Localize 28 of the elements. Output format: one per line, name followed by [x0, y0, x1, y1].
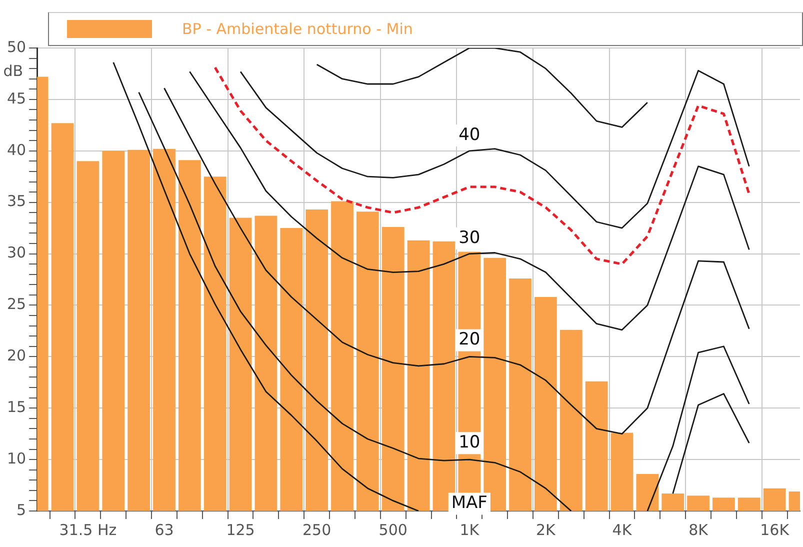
- annotation: 10: [458, 432, 480, 453]
- y-tick-label: 15: [6, 398, 26, 416]
- y-tick-label: 45: [6, 89, 26, 108]
- x-tick-label: 16K: [760, 520, 790, 539]
- x-tick-label: 4K: [612, 520, 633, 539]
- y-tick-label: 35: [6, 192, 26, 210]
- y-tick-label: 25: [6, 295, 26, 314]
- x-tick-label: 8K: [688, 520, 710, 539]
- x-tick-label: 1K: [460, 520, 480, 539]
- annotation: 30: [458, 228, 480, 248]
- annotation: MAF: [451, 493, 488, 514]
- annotation: 20: [458, 330, 480, 350]
- text: BP - Ambientale notturno - Min: [182, 20, 413, 38]
- line-series: [214, 66, 750, 266]
- x-tick-label: 31.5 Hz: [59, 520, 117, 539]
- x-tick-label: 2K: [536, 520, 557, 539]
- y-tick-label: 5: [16, 500, 26, 519]
- x-tick-label: 125: [226, 520, 255, 539]
- y-tick-label: 40: [6, 140, 26, 159]
- y-tick-label: 50: [6, 38, 26, 56]
- annotation: 40: [458, 124, 480, 145]
- y-tick-label: 10: [6, 449, 26, 468]
- x-tick-label: 250: [302, 520, 332, 539]
- y-tick-label: 20: [6, 346, 26, 365]
- x-tick-label: 500: [378, 520, 408, 539]
- y-axis-title: dB: [3, 62, 24, 80]
- x-tick-label: 63: [154, 520, 174, 539]
- y-tick-label: 30: [6, 244, 26, 262]
